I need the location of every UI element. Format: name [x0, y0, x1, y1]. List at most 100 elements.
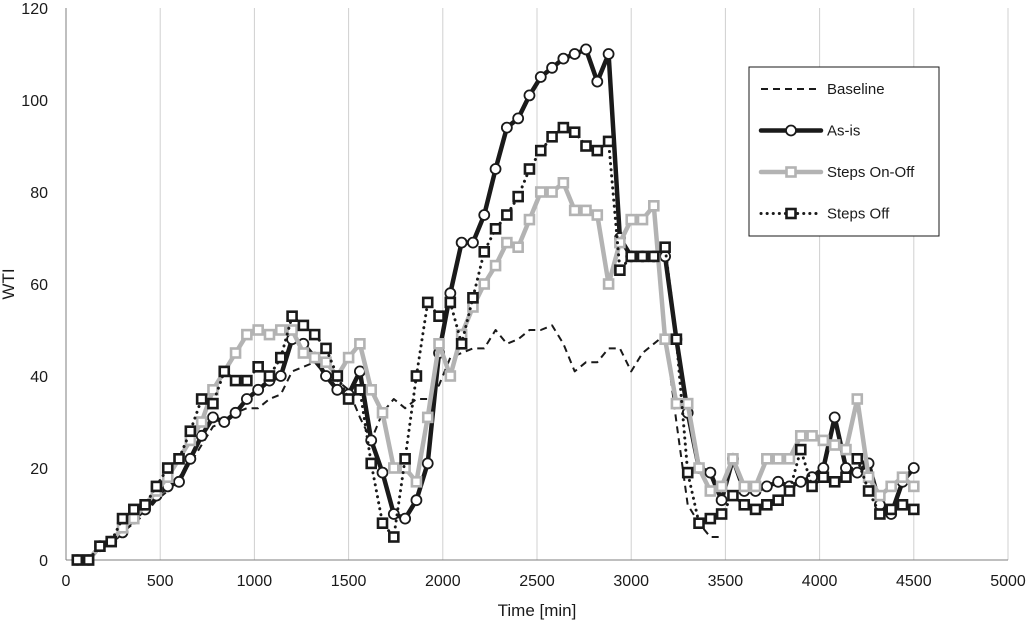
- data-point-steps-off: [738, 498, 751, 511]
- series-steps-on-off: [71, 177, 920, 566]
- y-tick-label: 120: [21, 1, 48, 18]
- data-point-steps-on-off: [602, 278, 615, 290]
- legend-marker: [785, 124, 797, 137]
- data-point-steps-on-off: [738, 480, 751, 493]
- x-axis-title: Time [min]: [498, 601, 577, 620]
- x-tick-label: 500: [147, 573, 174, 590]
- data-point-steps-on-off: [501, 236, 513, 249]
- data-point-as-is: [546, 61, 558, 74]
- data-point-steps-on-off: [794, 429, 807, 442]
- data-point-steps-on-off: [625, 213, 638, 226]
- data-point-steps-on-off: [704, 485, 717, 497]
- data-point-steps-on-off: [840, 443, 852, 456]
- series-layer: [71, 43, 920, 566]
- data-point-steps-off: [896, 498, 909, 511]
- data-point-steps-off: [388, 531, 400, 543]
- x-tick-label: 2500: [519, 573, 555, 590]
- data-point-steps-on-off: [896, 471, 909, 484]
- y-tick-label: 40: [30, 369, 48, 386]
- data-point-as-is: [523, 89, 536, 102]
- data-point-steps-off: [534, 144, 547, 157]
- data-point-steps-on-off: [885, 480, 897, 493]
- x-tick-label: 4000: [802, 573, 838, 590]
- series-steps-off: [71, 121, 920, 566]
- series-line-steps-on-off: [75, 180, 917, 563]
- data-point-steps-on-off: [421, 411, 434, 424]
- x-tick-label: 5000: [990, 573, 1026, 590]
- data-point-steps-off: [648, 250, 660, 263]
- data-point-steps-off: [320, 342, 332, 355]
- data-point-steps-off: [252, 360, 264, 373]
- legend-item-baseline: Baseline: [761, 81, 885, 98]
- data-point-steps-off: [704, 512, 717, 525]
- data-point-steps-off: [794, 443, 807, 456]
- data-point-steps-on-off: [161, 471, 174, 484]
- data-point-steps-off: [410, 370, 423, 382]
- data-point-as-is: [568, 48, 581, 60]
- data-point-steps-off: [828, 475, 841, 488]
- data-point-steps-off: [681, 466, 694, 479]
- y-tick-label: 0: [39, 553, 48, 570]
- data-point-steps-on-off: [862, 471, 875, 484]
- data-point-steps-on-off: [828, 439, 841, 451]
- data-point-steps-on-off: [365, 383, 378, 396]
- y-tick-label: 100: [21, 93, 48, 110]
- data-point-steps-on-off: [534, 186, 547, 198]
- data-point-steps-on-off: [591, 209, 604, 221]
- legend-item-as-is: As-is: [758, 123, 860, 140]
- data-point-steps-on-off: [636, 213, 649, 226]
- data-point-steps-off: [207, 397, 219, 410]
- data-point-steps-on-off: [297, 347, 310, 359]
- data-point-steps-off: [116, 512, 129, 525]
- gridlines: [159, 8, 1009, 560]
- y-tick-label: 80: [30, 185, 48, 202]
- legend-label: As-is: [827, 123, 860, 140]
- data-point-steps-on-off: [489, 259, 502, 272]
- data-point-steps-off: [749, 503, 762, 516]
- data-point-steps-on-off: [681, 397, 694, 410]
- data-point-steps-on-off: [274, 324, 287, 336]
- data-point-steps-on-off: [670, 397, 683, 410]
- data-point-steps-on-off: [648, 200, 660, 212]
- data-point-steps-on-off: [478, 278, 491, 290]
- data-point-steps-off: [139, 498, 151, 511]
- data-point-steps-on-off: [715, 480, 728, 493]
- data-point-steps-off: [761, 498, 773, 511]
- legend-marker: [785, 207, 797, 220]
- data-point-steps-off: [150, 480, 163, 493]
- data-point-steps-off: [625, 250, 638, 263]
- data-point-steps-off: [557, 121, 570, 134]
- data-point-steps-on-off: [761, 452, 773, 465]
- data-point-steps-off: [331, 370, 344, 382]
- x-tick-label: 2000: [425, 573, 461, 590]
- data-point-steps-on-off: [727, 452, 739, 465]
- data-point-as-is: [274, 370, 287, 382]
- data-point-steps-on-off: [749, 480, 762, 493]
- data-point-steps-on-off: [399, 462, 411, 474]
- data-point-steps-off: [591, 144, 604, 157]
- series-line-baseline: [77, 324, 722, 561]
- data-point-as-is: [467, 236, 479, 249]
- data-point-steps-off: [173, 452, 185, 465]
- data-point-steps-off: [659, 241, 671, 253]
- data-point-as-is: [704, 466, 717, 479]
- legend-item-steps-off: Steps Off: [759, 206, 890, 223]
- data-point-steps-on-off: [512, 241, 524, 253]
- data-point-steps-on-off: [342, 351, 355, 364]
- legend-box: [748, 66, 940, 237]
- data-point-steps-off: [772, 494, 784, 507]
- data-point-as-is: [478, 209, 491, 221]
- data-point-steps-off: [467, 291, 479, 304]
- data-point-as-is: [512, 112, 525, 125]
- data-point-as-is: [218, 416, 231, 428]
- y-tick-labels: 0 20 40 60 80 100 120: [21, 1, 48, 570]
- data-point-steps-off: [263, 370, 276, 382]
- data-point-as-is: [354, 365, 366, 378]
- y-tick-label: 60: [30, 277, 48, 294]
- data-point-steps-off: [862, 485, 875, 497]
- data-point-steps-off: [399, 452, 411, 465]
- data-point-as-is: [173, 475, 185, 488]
- data-point-as-is: [229, 406, 242, 419]
- data-point-steps-on-off: [557, 177, 570, 189]
- data-point-steps-off: [727, 489, 739, 502]
